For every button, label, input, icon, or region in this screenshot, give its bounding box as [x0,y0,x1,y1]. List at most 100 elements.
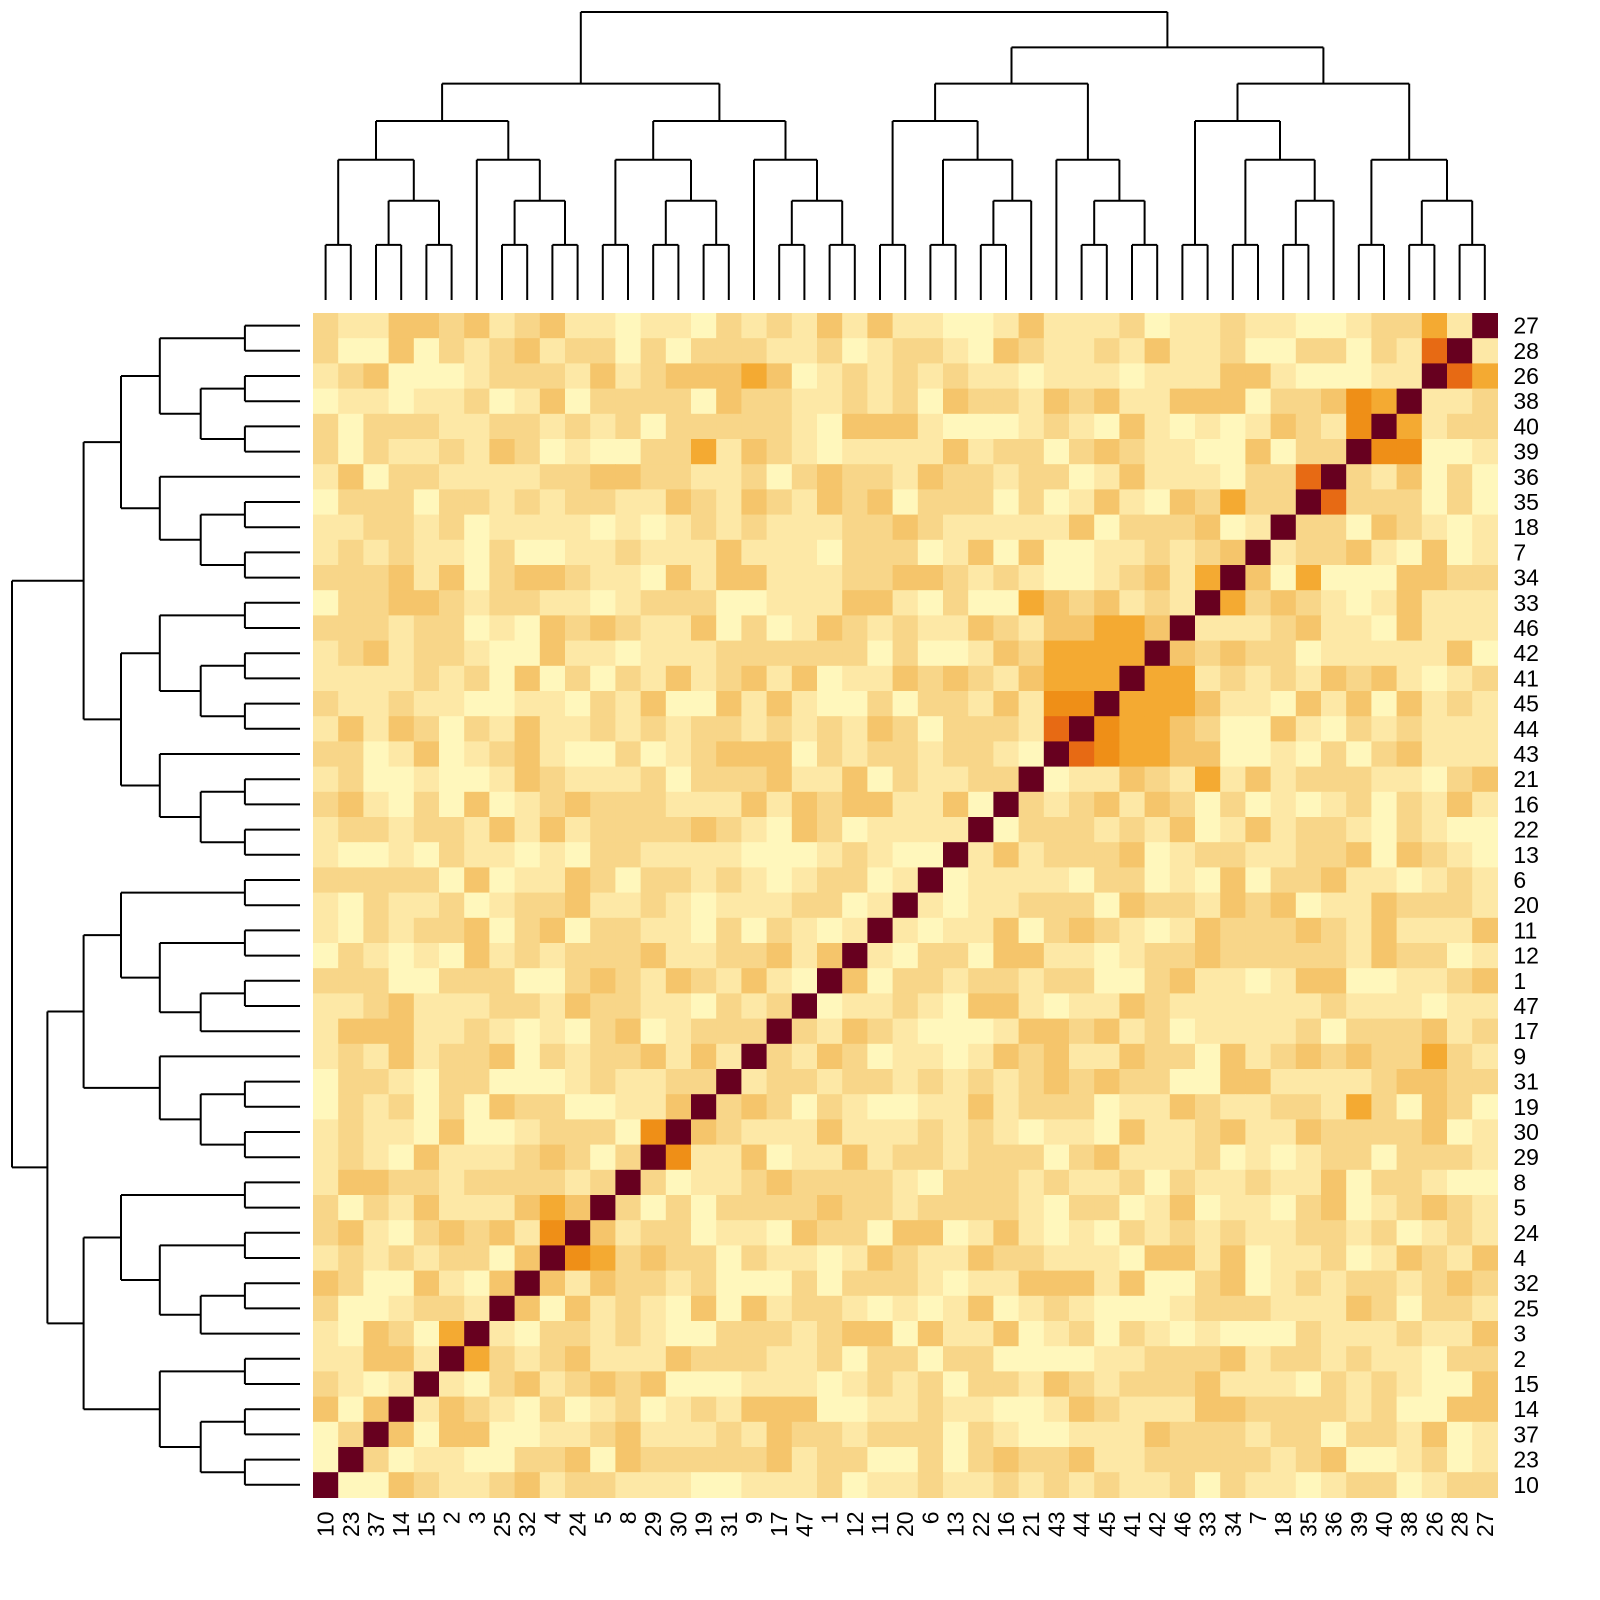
heatmap-cell [917,943,944,969]
heatmap-cell [917,1018,944,1045]
heatmap-cell [388,1220,415,1246]
heatmap-cell [892,993,919,1020]
heatmap-cell [867,1447,894,1473]
heatmap-cell [1245,565,1272,591]
heatmap-cell [615,464,642,490]
heatmap-cell [363,539,390,566]
heatmap-cell [338,1018,364,1045]
heatmap-cell [539,917,566,944]
heatmap-cell [716,1396,742,1423]
heatmap-cell [968,917,994,944]
heatmap-cell [590,388,616,415]
heatmap-cell [1169,716,1196,742]
heatmap-cell [716,464,742,490]
heatmap-cell [1220,943,1246,969]
heatmap-cell [766,1018,793,1045]
heatmap-cell [665,464,692,490]
heatmap-cell [691,1144,717,1171]
heatmap-cell [1321,1396,1347,1423]
heatmap-cell [1321,439,1347,465]
heatmap-cell [363,741,390,768]
heatmap-cell [1270,968,1297,994]
heatmap-cell [565,1396,591,1423]
heatmap-cell [338,691,364,717]
heatmap-cell [1018,993,1045,1020]
heatmap-cell [1043,413,1070,440]
heatmap-cell [766,1472,793,1498]
heatmap-cell [993,1119,1020,1146]
heatmap-cell [1220,514,1246,541]
heatmap-cell [338,867,364,894]
column-label: 1 [817,1511,843,1524]
heatmap-cell [892,313,919,339]
heatmap-cell [489,1144,516,1171]
heatmap-cell [1371,363,1398,390]
heatmap-cell [1094,363,1120,390]
heatmap-cell [791,489,818,516]
heatmap-cell [1043,993,1070,1020]
heatmap-cell [943,640,969,667]
heatmap-cell [817,1447,843,1473]
heatmap-cell [943,716,969,742]
heatmap-cell [943,691,969,717]
heatmap-cell [363,817,390,843]
heatmap-cell [1119,1295,1146,1322]
heatmap-cell [1245,1144,1272,1171]
heatmap-cell [1270,1195,1297,1221]
heatmap-cell [968,1119,994,1146]
heatmap-cell [1371,1421,1398,1448]
heatmap-cell [338,1195,364,1221]
heatmap-cell [1220,1220,1246,1246]
heatmap-cell [439,1119,465,1146]
heatmap-cell [993,867,1020,894]
heatmap-cell [1220,665,1246,692]
heatmap-cell [993,1195,1020,1221]
heatmap-cell [1270,439,1297,465]
heatmap-cell [590,1043,616,1070]
heatmap-cell [1195,640,1221,667]
heatmap-cell [1346,1346,1372,1372]
heatmap-cell [817,1144,843,1171]
heatmap-cell [1295,1245,1322,1272]
heatmap-cell [363,1069,390,1095]
heatmap-cell [1295,1144,1322,1171]
heatmap-cell [665,338,692,364]
heatmap-cell [1245,791,1272,818]
heatmap-cell [615,313,642,339]
heatmap-cell [1018,1346,1045,1372]
heatmap-cell [1245,640,1272,667]
heatmap-cell [943,1421,969,1448]
heatmap-cell [1043,1220,1070,1246]
heatmap-cell [1069,1094,1095,1120]
heatmap-cell [1472,1094,1498,1120]
heatmap-cell [917,1421,944,1448]
heatmap-cell [539,1144,566,1171]
heatmap-cell [1094,1069,1120,1095]
heatmap-cell [1270,842,1297,868]
heatmap-cell [867,1346,894,1372]
heatmap-cell [917,363,944,390]
heatmap-cell [565,615,591,642]
heatmap-cell [1396,1220,1423,1246]
heatmap-cell [1220,917,1246,944]
heatmap-cell [665,892,692,919]
heatmap-cell [1069,413,1095,440]
heatmap-cell [1220,464,1246,490]
heatmap-cell [539,1421,566,1448]
heatmap-cell [590,439,616,465]
heatmap-cell [1396,1119,1423,1146]
heatmap-cell [993,766,1020,793]
heatmap-cell [741,464,768,490]
heatmap-cell [1169,590,1196,616]
heatmap-cell [590,741,616,768]
heatmap-cell [968,842,994,868]
heatmap-cell [1396,615,1423,642]
heatmap-cell [640,514,667,541]
heatmap-cell [1094,993,1120,1020]
heatmap-cell [1043,892,1070,919]
heatmap-cell [313,943,339,969]
heatmap-cell [716,716,742,742]
heatmap-cell [313,388,339,415]
heatmap-cell [1220,1144,1246,1171]
heatmap-cell [539,1396,566,1423]
